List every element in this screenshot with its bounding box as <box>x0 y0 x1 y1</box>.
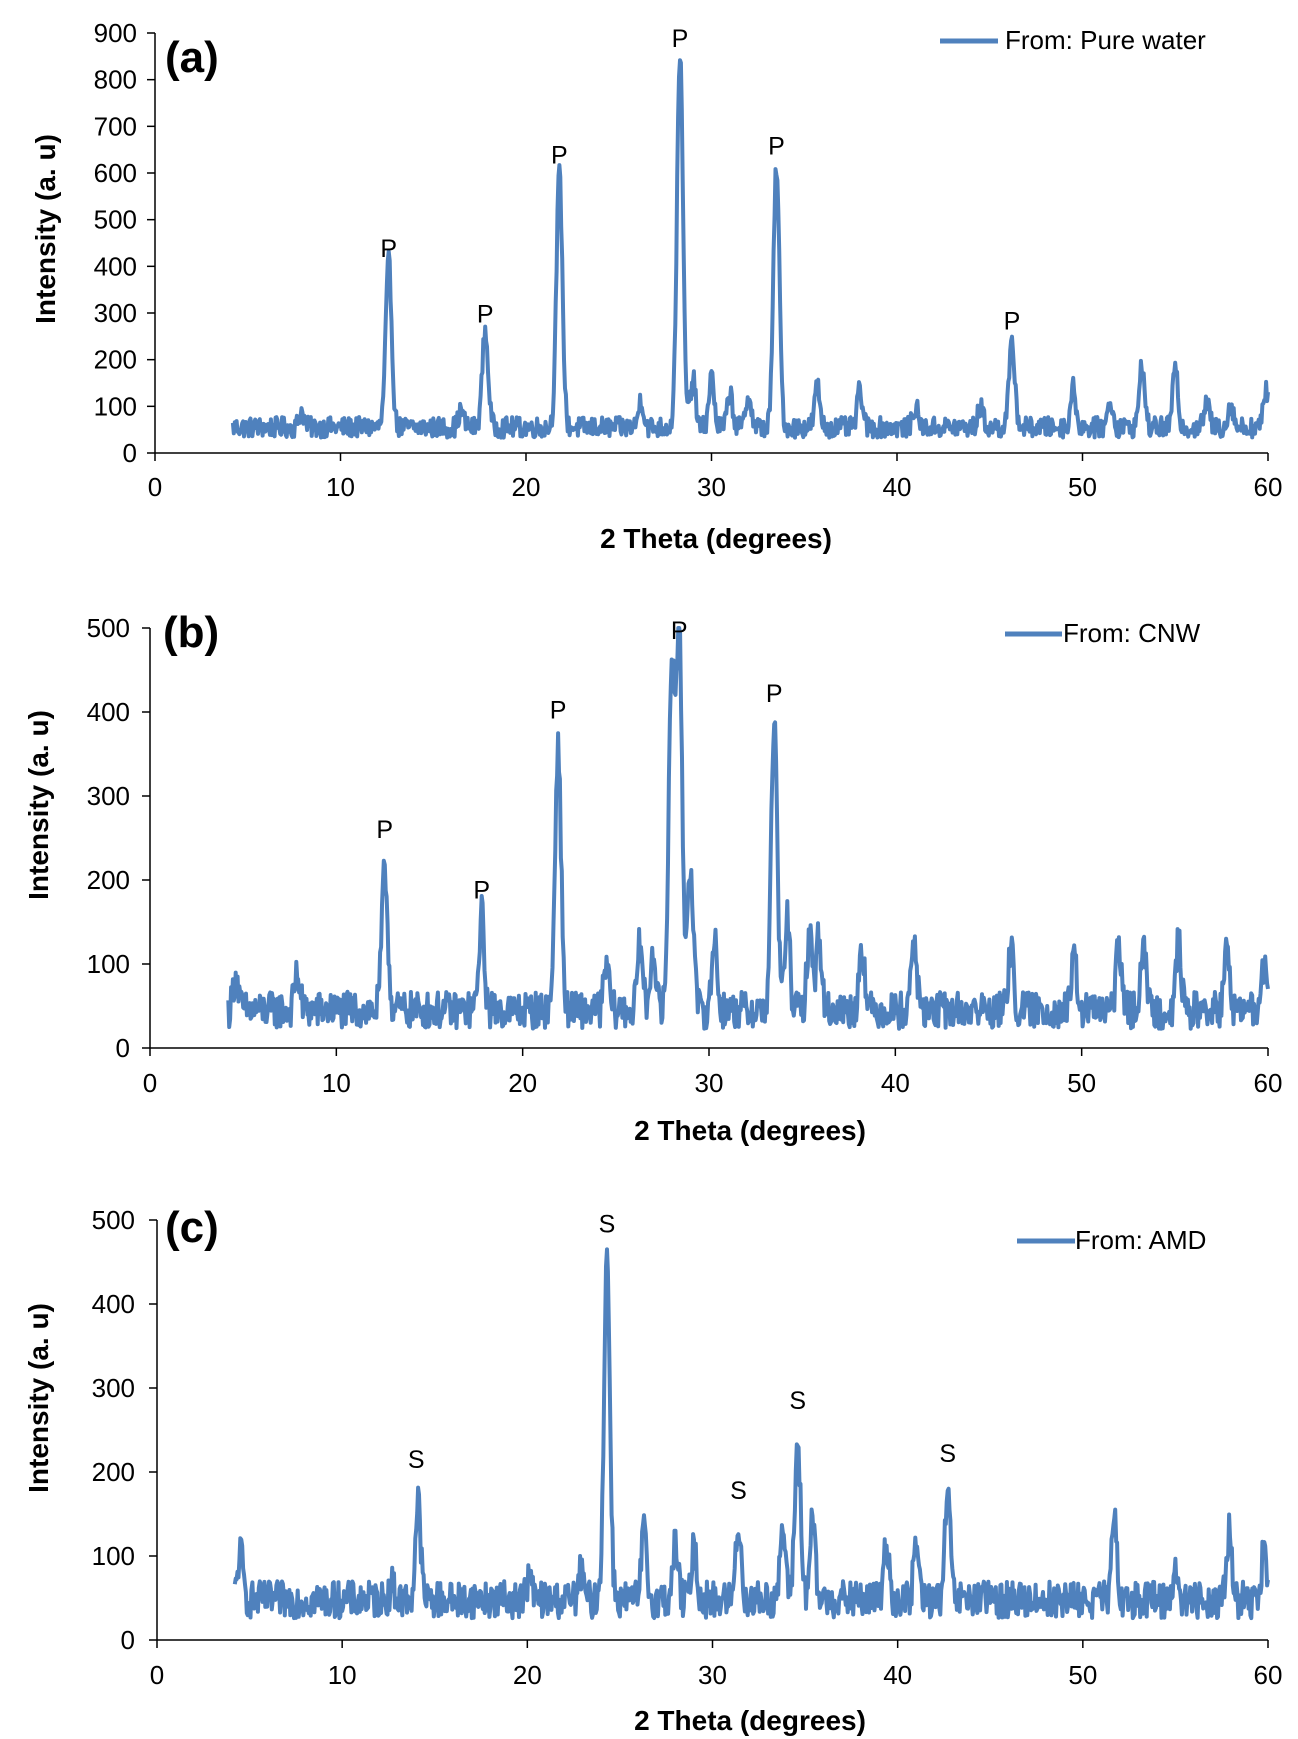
x-tick-label: 0 <box>143 1068 157 1098</box>
x-axis-title: 2 Theta (degrees) <box>634 1115 866 1146</box>
x-tick-label: 20 <box>508 1068 537 1098</box>
y-tick-label: 200 <box>87 865 130 895</box>
x-tick-label: 40 <box>883 472 912 502</box>
x-axis-title: 2 Theta (degrees) <box>634 1705 866 1736</box>
y-tick-label: 900 <box>94 18 137 48</box>
y-tick-label: 600 <box>94 158 137 188</box>
x-tick-label: 50 <box>1067 1068 1096 1098</box>
y-tick-label: 500 <box>94 205 137 235</box>
legend-label: From: Pure water <box>1005 25 1206 55</box>
x-tick-label: 30 <box>695 1068 724 1098</box>
peak-annotation: S <box>730 1477 747 1505</box>
chart-panel-b: (b) Intensity (a. u) 2 Theta (degrees) F… <box>23 608 1283 1146</box>
x-tick-label: 60 <box>1254 472 1283 502</box>
y-tick-label: 0 <box>116 1033 130 1063</box>
x-tick-label: 40 <box>881 1068 910 1098</box>
panel-label: (b) <box>163 608 219 657</box>
y-tick-label: 300 <box>92 1373 135 1403</box>
y-tick-label: 400 <box>92 1289 135 1319</box>
x-tick-label: 30 <box>697 472 726 502</box>
x-tick-label: 0 <box>150 1660 164 1690</box>
y-tick-label: 400 <box>94 251 137 281</box>
peak-annotation: P <box>550 697 567 725</box>
x-tick-label: 50 <box>1068 472 1097 502</box>
y-tick-label: 100 <box>94 391 137 421</box>
y-tick-label: 200 <box>92 1457 135 1487</box>
peak-annotation: P <box>477 300 494 328</box>
peak-annotation: S <box>939 1440 956 1468</box>
y-tick-label: 500 <box>87 613 130 643</box>
legend-label: From: AMD <box>1075 1225 1206 1255</box>
peak-annotation: P <box>671 617 688 645</box>
peak-annotation: P <box>1004 307 1021 335</box>
x-tick-label: 20 <box>512 472 541 502</box>
y-tick-label: 700 <box>94 111 137 141</box>
y-tick-label: 0 <box>123 438 137 468</box>
x-tick-label: 0 <box>148 472 162 502</box>
y-tick-label: 300 <box>94 298 137 328</box>
chart-panel-a: (a) Intensity (a. u) 2 Theta (degrees) F… <box>30 18 1283 554</box>
series-line <box>232 1247 1270 1621</box>
peak-annotation: P <box>380 235 397 263</box>
legend-label: From: CNW <box>1063 618 1201 648</box>
peak-annotation: P <box>672 25 689 53</box>
x-tick-label: 60 <box>1254 1660 1283 1690</box>
x-tick-label: 50 <box>1068 1660 1097 1690</box>
x-tick-label: 30 <box>698 1660 727 1690</box>
peak-annotation: S <box>599 1211 616 1239</box>
peak-annotation: P <box>768 132 785 160</box>
series-line <box>226 626 1270 1031</box>
peak-annotation: P <box>551 142 568 170</box>
peak-annotation: S <box>789 1387 806 1415</box>
peak-annotation: P <box>766 680 783 708</box>
y-tick-label: 400 <box>87 697 130 727</box>
y-tick-label: 100 <box>87 949 130 979</box>
x-tick-label: 10 <box>326 472 355 502</box>
peak-annotation: P <box>473 876 490 904</box>
y-tick-label: 300 <box>87 781 130 811</box>
series-line <box>230 58 1270 440</box>
y-axis-title: Intensity (a. u) <box>30 134 61 324</box>
chart-panel-c: (c) Intensity (a. u) 2 Theta (degrees) F… <box>23 1203 1283 1736</box>
y-tick-label: 100 <box>92 1541 135 1571</box>
x-tick-label: 40 <box>883 1660 912 1690</box>
y-tick-label: 500 <box>92 1205 135 1235</box>
x-axis-title: 2 Theta (degrees) <box>600 523 832 554</box>
y-tick-label: 800 <box>94 65 137 95</box>
panel-label: (c) <box>165 1203 219 1252</box>
peak-annotation: P <box>376 816 393 844</box>
x-tick-label: 60 <box>1254 1068 1283 1098</box>
y-axis-title: Intensity (a. u) <box>23 710 54 900</box>
panel-label: (a) <box>165 33 219 82</box>
x-tick-label: 10 <box>328 1660 357 1690</box>
y-axis-title: Intensity (a. u) <box>23 1303 54 1493</box>
y-tick-label: 0 <box>121 1625 135 1655</box>
peak-annotation: S <box>408 1446 425 1474</box>
x-tick-label: 10 <box>322 1068 351 1098</box>
y-tick-label: 200 <box>94 345 137 375</box>
x-tick-label: 20 <box>513 1660 542 1690</box>
